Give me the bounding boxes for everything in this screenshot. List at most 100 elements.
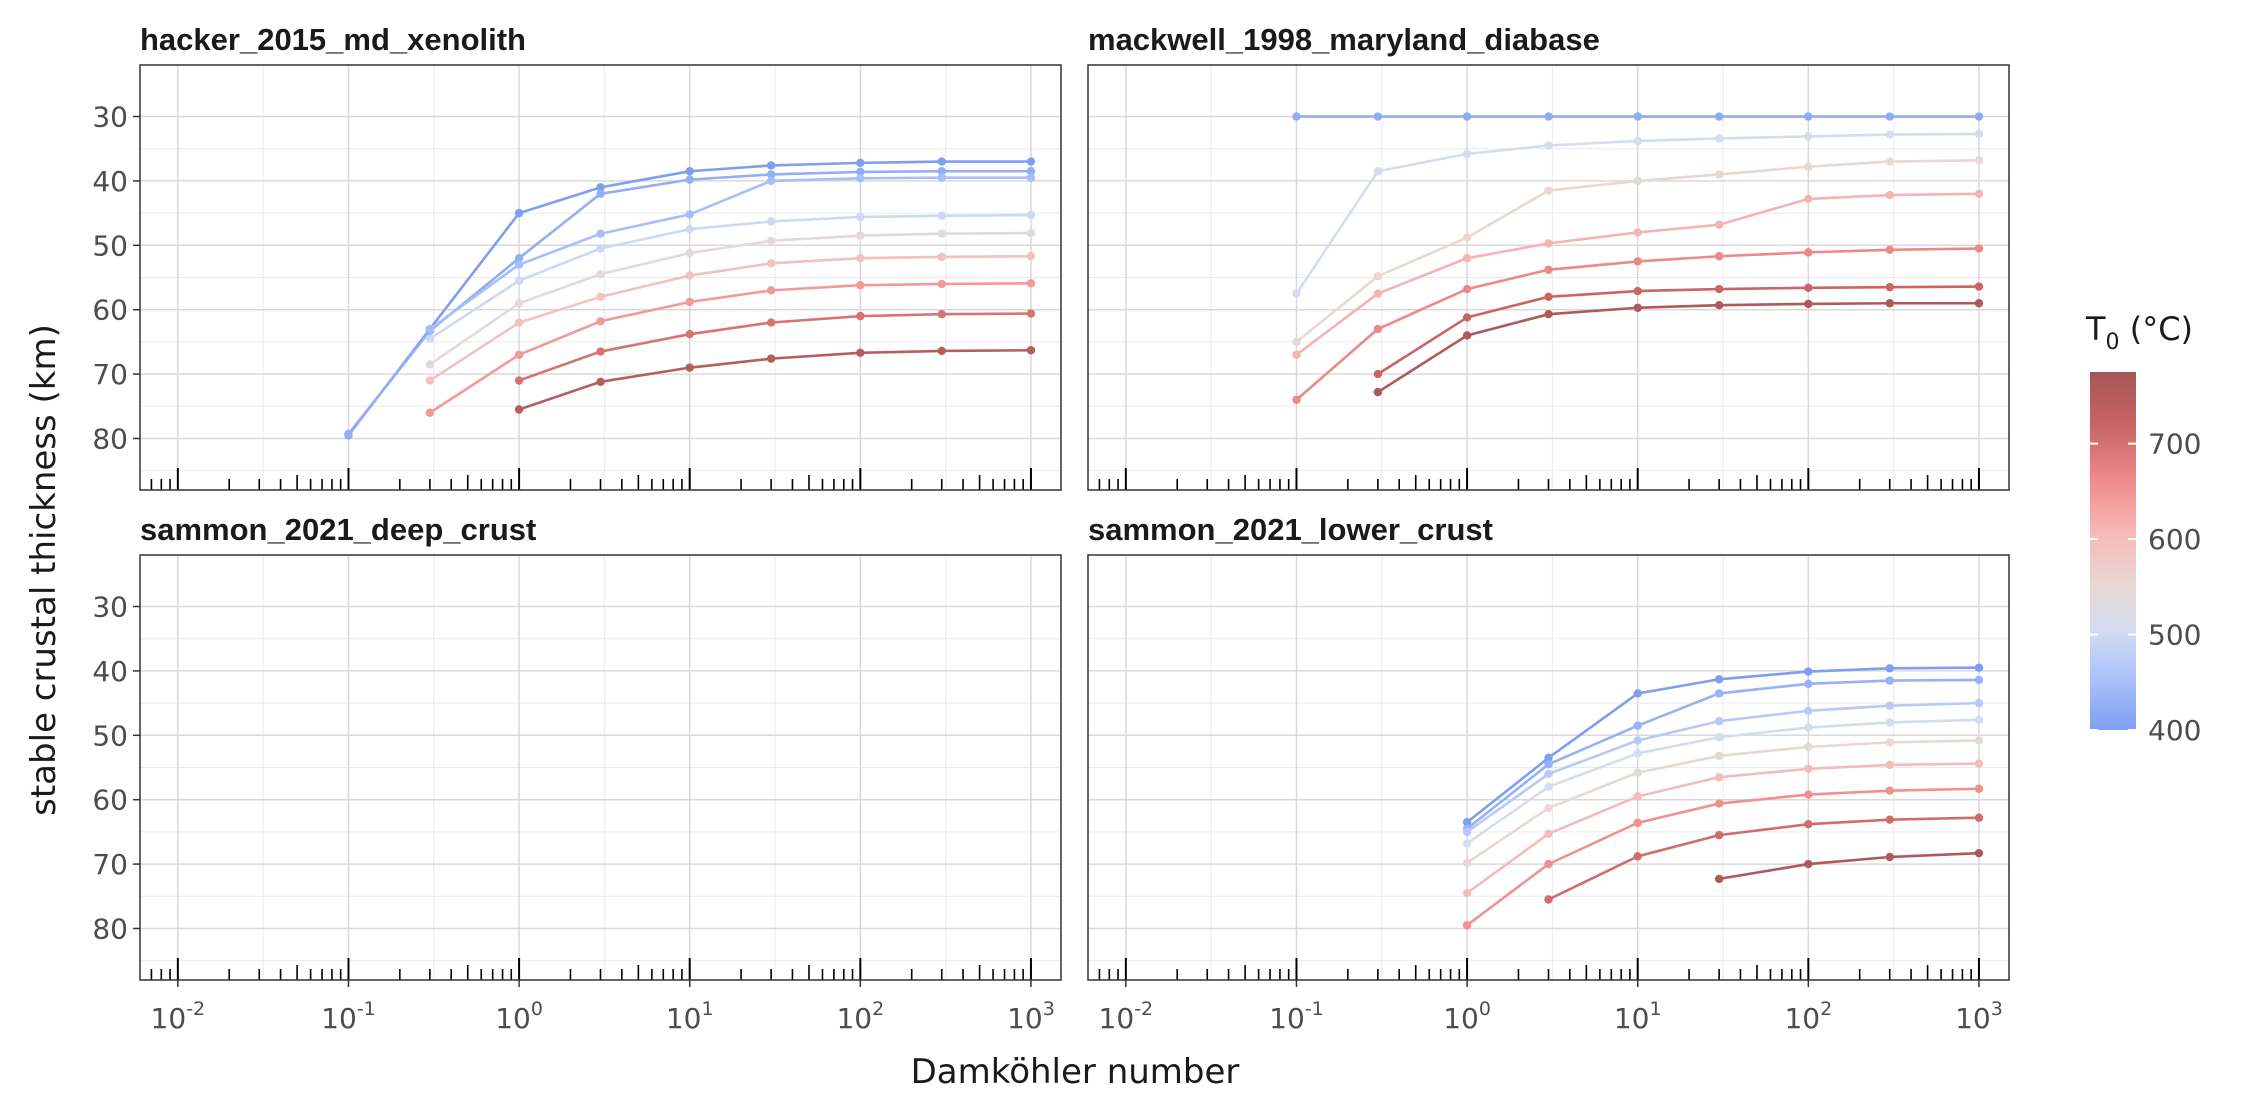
y-tick-label: 50 — [92, 719, 128, 752]
data-point — [1462, 858, 1472, 868]
data-point — [937, 173, 946, 182]
data-point — [1544, 803, 1553, 813]
x-axis-title: Damköhler number — [911, 1052, 1240, 1092]
data-point — [1026, 346, 1036, 355]
series-line — [1547, 816, 1979, 901]
data-point — [1544, 112, 1553, 121]
y-tick-label: 60 — [92, 294, 128, 327]
data-point — [1714, 284, 1724, 294]
data-point — [937, 211, 946, 220]
x-tick-label: 103 — [1955, 998, 2003, 1035]
facet-panel: mackwell_1998_maryland_diabase — [1087, 22, 2010, 491]
data-point — [1974, 244, 1984, 253]
data-point — [856, 231, 865, 240]
data-point — [1974, 736, 1984, 745]
data-point — [425, 408, 435, 417]
data-point — [1544, 753, 1553, 763]
data-point — [1804, 132, 1813, 141]
data-point — [1292, 395, 1301, 405]
x-tick-label: 102 — [836, 998, 884, 1035]
data-point — [766, 161, 776, 170]
data-point — [1885, 190, 1894, 200]
data-point — [937, 252, 946, 262]
data-point — [1885, 130, 1894, 139]
data-point — [596, 183, 605, 192]
data-point — [685, 297, 694, 307]
data-point — [1885, 852, 1894, 862]
color-legend: T0 (°C) 400 500 600 700 — [2085, 310, 2201, 747]
data-point — [856, 212, 865, 222]
data-point — [1974, 813, 1984, 822]
facet-panel: hacker_2015_md_xenolith 30 40 50 60 70 80 — [92, 22, 1062, 491]
data-point — [1633, 303, 1642, 312]
data-point — [766, 318, 776, 327]
legend-tick-label: 400 — [2148, 714, 2201, 747]
data-point — [1633, 228, 1642, 237]
data-point — [514, 276, 524, 285]
data-point — [1974, 848, 1984, 858]
data-point — [1462, 888, 1472, 898]
data-point — [937, 346, 946, 356]
data-point — [937, 279, 946, 289]
data-point — [685, 271, 694, 280]
series-line — [429, 281, 1031, 414]
data-point — [937, 229, 946, 238]
data-point — [596, 347, 605, 356]
data-point — [1633, 721, 1642, 730]
data-point — [937, 310, 946, 319]
data-point — [1804, 723, 1813, 732]
data-point — [1026, 279, 1036, 288]
data-point — [685, 175, 694, 184]
data-point — [1804, 859, 1813, 869]
x-tick-label: 10-2 — [1099, 998, 1154, 1035]
data-point — [344, 429, 353, 439]
data-point — [1804, 790, 1813, 799]
data-point — [1714, 772, 1724, 782]
data-point — [1026, 252, 1036, 261]
data-point — [1026, 228, 1036, 238]
data-point — [1714, 675, 1724, 684]
data-point — [1885, 664, 1894, 673]
data-point — [1026, 167, 1036, 176]
data-point — [1544, 769, 1553, 779]
data-point — [1885, 282, 1894, 292]
data-point — [425, 376, 435, 385]
data-point — [1462, 313, 1472, 322]
data-point — [1714, 300, 1724, 310]
x-tick-label: 102 — [1784, 998, 1832, 1035]
data-point — [1544, 141, 1553, 150]
data-point — [1885, 245, 1894, 255]
data-point — [1804, 299, 1813, 309]
y-tick-label: 40 — [92, 165, 128, 198]
facet-panels: hacker_2015_md_xenolith 30 40 50 60 70 80 mackw… — [92, 22, 2010, 1035]
x-tick-label: 101 — [666, 998, 714, 1035]
data-point — [1544, 292, 1553, 302]
data-point — [1714, 689, 1724, 698]
data-point — [596, 377, 605, 387]
data-point — [1974, 698, 1984, 708]
data-point — [1462, 233, 1472, 242]
y-tick-label: 70 — [92, 848, 128, 881]
data-point — [1462, 253, 1472, 263]
y-tick-label: 40 — [92, 655, 128, 688]
data-point — [1544, 265, 1553, 274]
data-point — [1373, 272, 1383, 281]
x-tick-label: 10-1 — [1269, 998, 1324, 1035]
data-point — [1544, 829, 1553, 839]
x-tick-label: 103 — [1007, 998, 1055, 1035]
data-point — [1292, 350, 1301, 359]
data-point — [937, 157, 946, 166]
data-point — [685, 329, 694, 339]
data-point — [685, 167, 694, 176]
y-tick-label: 50 — [92, 229, 128, 262]
data-point — [685, 225, 694, 234]
data-point — [1633, 768, 1642, 777]
data-point — [1804, 283, 1813, 293]
data-point — [1633, 818, 1642, 828]
data-point — [1633, 689, 1642, 698]
legend-title-subscript: 0 — [2106, 330, 2120, 355]
data-point — [856, 281, 865, 290]
data-point — [1885, 786, 1894, 795]
data-point — [514, 318, 524, 327]
